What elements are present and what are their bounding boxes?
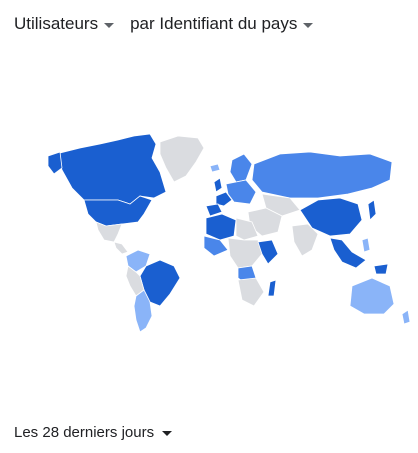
country-australia[interactable] [349,277,395,315]
dimension-label: par Identifiant du pays [130,14,298,33]
country-north-africa[interactable] [205,213,237,241]
country-southern-africa[interactable] [237,277,265,307]
country-new-zealand[interactable] [401,309,411,325]
country-argentina[interactable] [133,289,153,333]
country-madagascar[interactable] [267,279,277,297]
country-china[interactable] [299,197,363,237]
country-central-africa[interactable] [227,237,263,269]
country-egypt-libya[interactable] [235,217,259,241]
country-india[interactable] [291,223,319,257]
country-russia[interactable] [251,151,393,199]
date-range-dropdown[interactable]: Les 28 derniers jours [14,424,173,441]
map-header: Utilisateurs par Identifiant du pays [14,14,314,34]
country-papua[interactable] [373,263,389,275]
country-iceland[interactable] [209,163,221,173]
country-central-america[interactable] [113,241,129,255]
country-east-africa[interactable] [257,239,279,265]
country-japan[interactable] [367,199,377,221]
metric-label: Utilisateurs [14,14,99,33]
country-scandinavia[interactable] [229,153,253,183]
metric-dropdown[interactable]: Utilisateurs [14,14,115,34]
chevron-down-icon [104,22,115,28]
country-usa[interactable] [83,195,153,227]
world-map [47,133,411,333]
country-philippines[interactable] [361,237,371,253]
country-uk[interactable] [213,177,223,193]
country-mexico[interactable] [95,221,123,243]
country-france[interactable] [215,191,233,207]
chevron-down-icon [162,431,173,436]
country-southeast-asia[interactable] [329,237,367,269]
country-greenland[interactable] [159,135,205,183]
country-west-africa[interactable] [203,235,229,257]
chevron-down-icon [303,22,314,28]
country-europe-east[interactable] [225,179,257,205]
country-usa-alaska[interactable] [47,151,63,175]
country-spain[interactable] [205,203,223,217]
country-canada[interactable] [55,133,167,205]
dimension-dropdown[interactable]: par Identifiant du pays [130,14,314,34]
date-range-label: Les 28 derniers jours [14,424,155,441]
